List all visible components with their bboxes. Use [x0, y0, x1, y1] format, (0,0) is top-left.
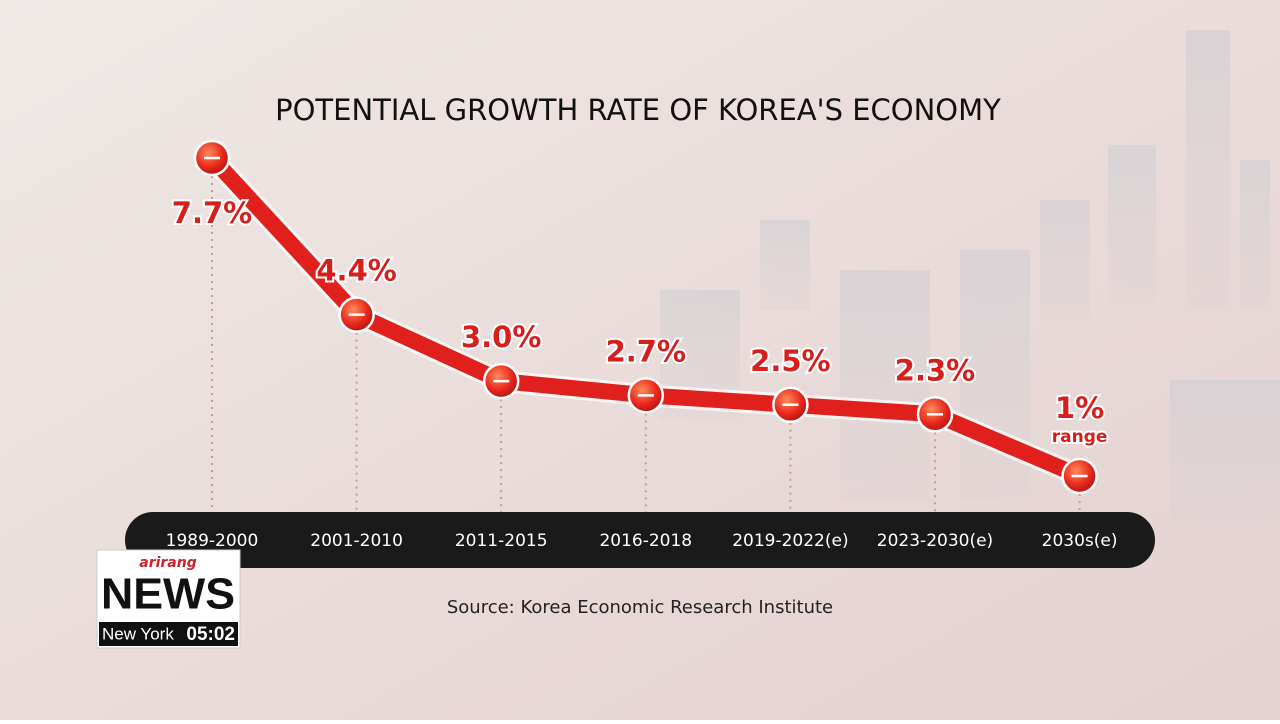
x-tick-label: 2030s(e): [1042, 531, 1118, 551]
value-label-note: range: [1052, 427, 1108, 447]
value-label: 1%: [1055, 391, 1104, 425]
source: Source: Korea Economic Research Institut…: [447, 597, 833, 618]
value-label: 2.7%: [606, 334, 686, 368]
value-label: 4.4%: [316, 254, 396, 288]
value-label: 3.0%: [461, 320, 541, 354]
category-band: [125, 512, 1155, 568]
time: 05:02: [186, 624, 235, 645]
x-tick-label: 2016-2018: [599, 531, 692, 551]
x-tick-label: 2019-2022(e): [732, 531, 848, 551]
program: NEWS: [101, 570, 235, 619]
x-tick-label: 1989-2000: [166, 531, 259, 551]
x-tick-label: 2011-2015: [455, 531, 548, 551]
brand: arirang: [139, 555, 197, 571]
x-tick-label: 2023-2030(e): [877, 531, 993, 551]
time-bar: [99, 622, 238, 646]
value-label: 2.5%: [750, 344, 830, 378]
city: New York: [102, 624, 174, 643]
chart-title: POTENTIAL GROWTH RATE OF KOREA'S ECONOMY: [275, 93, 1001, 127]
logo: arirang NEWS New York 05:02: [96, 549, 241, 649]
value-label: 2.3%: [895, 353, 975, 387]
value-label: 7.7%: [172, 196, 252, 230]
x-tick-label: 2001-2010: [310, 531, 403, 551]
